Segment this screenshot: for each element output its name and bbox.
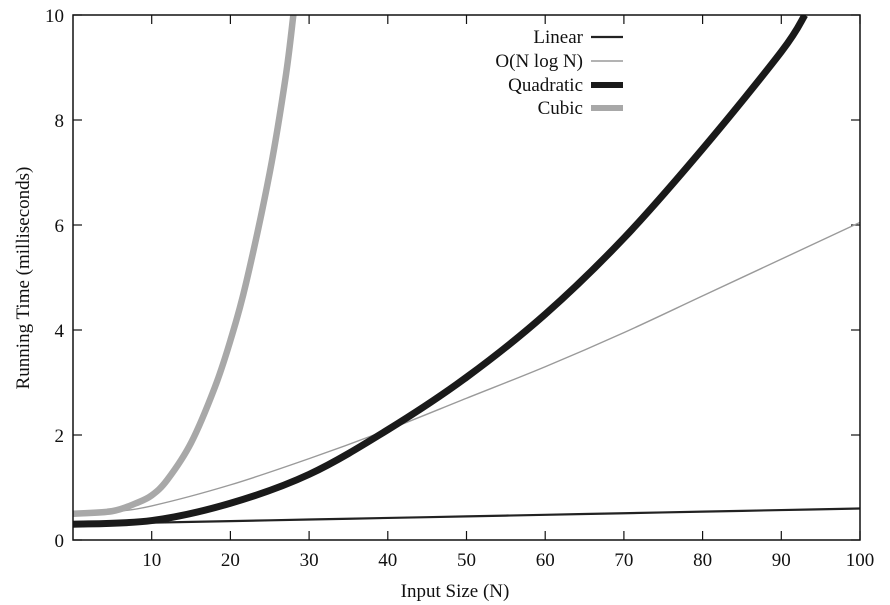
series-line-nlogn — [73, 221, 860, 515]
series-line-quadratic — [73, 15, 808, 528]
x-tick-label: 100 — [846, 550, 875, 571]
series-line-cubic — [73, 15, 297, 517]
x-axis-label: Input Size (N) — [401, 581, 510, 602]
x-tick-label: 80 — [693, 550, 712, 571]
x-tick-label: 10 — [142, 550, 161, 571]
x-tick-label: 30 — [300, 550, 319, 571]
x-tick-label: 50 — [457, 550, 476, 571]
y-tick-label: 8 — [55, 111, 65, 132]
x-tick-label: 70 — [614, 550, 633, 571]
legend-label-linear: Linear — [533, 27, 583, 48]
series-line-linear — [73, 507, 860, 526]
y-tick-label: 6 — [55, 216, 65, 237]
legend-label-cubic: Cubic — [538, 98, 583, 119]
x-tick-label: 40 — [378, 550, 397, 571]
axis-ticks: 10 20 30 40 50 60 70 80 90 100 0 2 4 6 8 10 — [45, 6, 874, 571]
y-tick-label: 0 — [55, 531, 65, 552]
x-tick-label: 90 — [772, 550, 791, 571]
legend: Linear O(N log N) Quadratic Cubic — [495, 27, 623, 119]
plot-frame — [72, 14, 861, 541]
legend-label-nlogn: O(N log N) — [495, 51, 583, 72]
y-tick-label: 10 — [45, 6, 64, 27]
x-tick-label: 60 — [536, 550, 555, 571]
series-lines — [73, 15, 860, 528]
x-tick-label: 20 — [221, 550, 240, 571]
y-tick-label: 4 — [55, 321, 65, 342]
y-tick-label: 2 — [55, 426, 65, 447]
legend-label-quadratic: Quadratic — [508, 75, 583, 96]
y-axis-label: Running Time (milliseconds) — [13, 167, 34, 390]
